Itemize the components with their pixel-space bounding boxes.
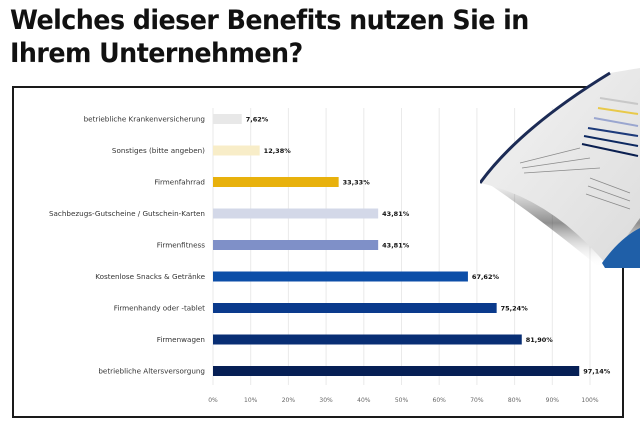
brochure-text-lines <box>519 147 631 210</box>
brochure-blue-corner <box>602 228 640 268</box>
bars <box>213 114 580 376</box>
x-tick-label: 70% <box>470 397 484 404</box>
bar <box>213 145 260 156</box>
brochure-edge <box>480 71 611 184</box>
bar <box>213 177 339 187</box>
category-label: Firmenhandy oder -tablet <box>114 304 205 313</box>
bar <box>213 240 379 250</box>
value-label: 33,33% <box>343 179 371 187</box>
chart-title: Welches dieser Benefits nutzen Sie in Ih… <box>10 4 574 70</box>
x-tick-label: 40% <box>357 397 371 404</box>
value-label: 12,38% <box>264 147 292 155</box>
x-tick-label: 80% <box>508 397 522 404</box>
value-label: 67,62% <box>472 273 500 281</box>
bar <box>213 303 497 313</box>
bar <box>213 114 242 124</box>
value-label: 97,14% <box>583 368 611 376</box>
category-label: Firmenwagen <box>157 335 205 344</box>
x-tick-label: 50% <box>395 397 409 404</box>
category-label: Firmenfitness <box>157 241 205 250</box>
x-tick-label: 0% <box>208 397 218 404</box>
x-tick-label: 100% <box>581 397 598 404</box>
title-line-2: Ihrem Unternehmen? <box>10 38 303 69</box>
category-label: Kostenlose Snacks & Getränke <box>95 272 205 281</box>
x-tick-label: 10% <box>244 397 258 404</box>
bar <box>213 366 580 376</box>
x-tick-label: 20% <box>282 397 296 404</box>
brochure-page <box>480 68 640 263</box>
category-label: betriebliche Altersversorgung <box>98 367 205 376</box>
category-label: Sonstiges (bitte angeben) <box>112 146 205 155</box>
value-label: 43,81% <box>382 242 410 250</box>
value-label: 7,62% <box>246 116 269 124</box>
value-label: 81,90% <box>526 336 554 344</box>
bar <box>213 271 468 282</box>
title-line-1: Welches dieser Benefits nutzen Sie in <box>10 5 529 36</box>
bar <box>213 334 522 345</box>
brochure-bars <box>581 97 639 157</box>
category-label: betriebliche Krankenversicherung <box>84 115 205 124</box>
brochure-image <box>480 68 640 268</box>
category-label: Firmenfahrrad <box>154 178 205 187</box>
value-label: 43,81% <box>382 210 410 218</box>
x-tick-label: 60% <box>433 397 447 404</box>
labels: 0% 10% 20% 30% 40% 50% 60% 70% 80% 90% 100% betrieb… <box>49 115 611 405</box>
value-label: 75,24% <box>501 305 529 313</box>
category-label: Sachbezugs-Gutscheine / Gutschein-Karten <box>49 209 205 218</box>
x-tick-label: 30% <box>319 397 333 404</box>
x-tick-label: 90% <box>546 397 560 404</box>
bar <box>213 208 379 219</box>
